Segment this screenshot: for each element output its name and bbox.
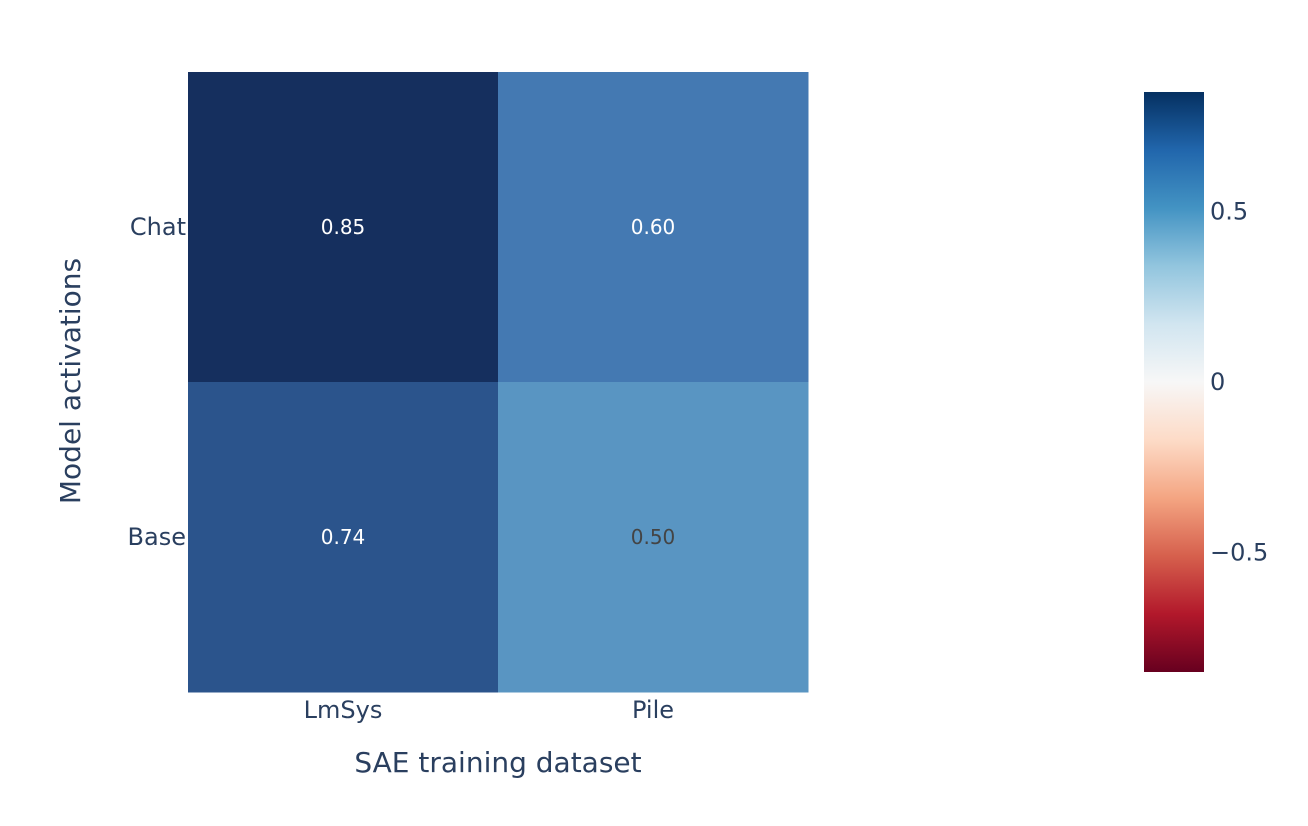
colorbar: 0.5 0 −0.5 xyxy=(1144,92,1268,672)
y-tick-label: Base xyxy=(128,523,186,551)
cell-value-label: 0.50 xyxy=(631,525,676,549)
cell-value-label: 0.85 xyxy=(321,215,366,239)
y-axis-tick-labels: Chat Base xyxy=(128,213,186,551)
colorbar-gradient xyxy=(1144,92,1204,672)
x-tick-label: Pile xyxy=(632,696,674,724)
cell-value-label: 0.60 xyxy=(631,215,676,239)
heatmap-cell-chat-pile xyxy=(498,72,809,383)
colorbar-tick-label: −0.5 xyxy=(1210,539,1268,567)
y-tick-label: Chat xyxy=(130,213,186,241)
heatmap-cells xyxy=(188,72,809,693)
colorbar-tick-labels: 0.5 0 −0.5 xyxy=(1210,197,1268,566)
colorbar-tick-label: 0 xyxy=(1210,368,1225,396)
x-axis-title: SAE training dataset xyxy=(354,746,641,779)
x-axis-tick-labels: LmSys Pile xyxy=(304,696,674,724)
heatmap-cell-base-pile xyxy=(498,382,809,693)
heatmap-cell-chat-lmsys xyxy=(188,72,499,383)
cell-value-label: 0.74 xyxy=(321,525,366,549)
y-axis-title: Model activations xyxy=(54,258,87,504)
heatmap-cell-base-lmsys xyxy=(188,382,499,693)
colorbar-tick-label: 0.5 xyxy=(1210,197,1248,225)
heatmap-cell-labels: 0.85 0.60 0.74 0.50 xyxy=(321,215,676,549)
x-tick-label: LmSys xyxy=(304,696,383,724)
